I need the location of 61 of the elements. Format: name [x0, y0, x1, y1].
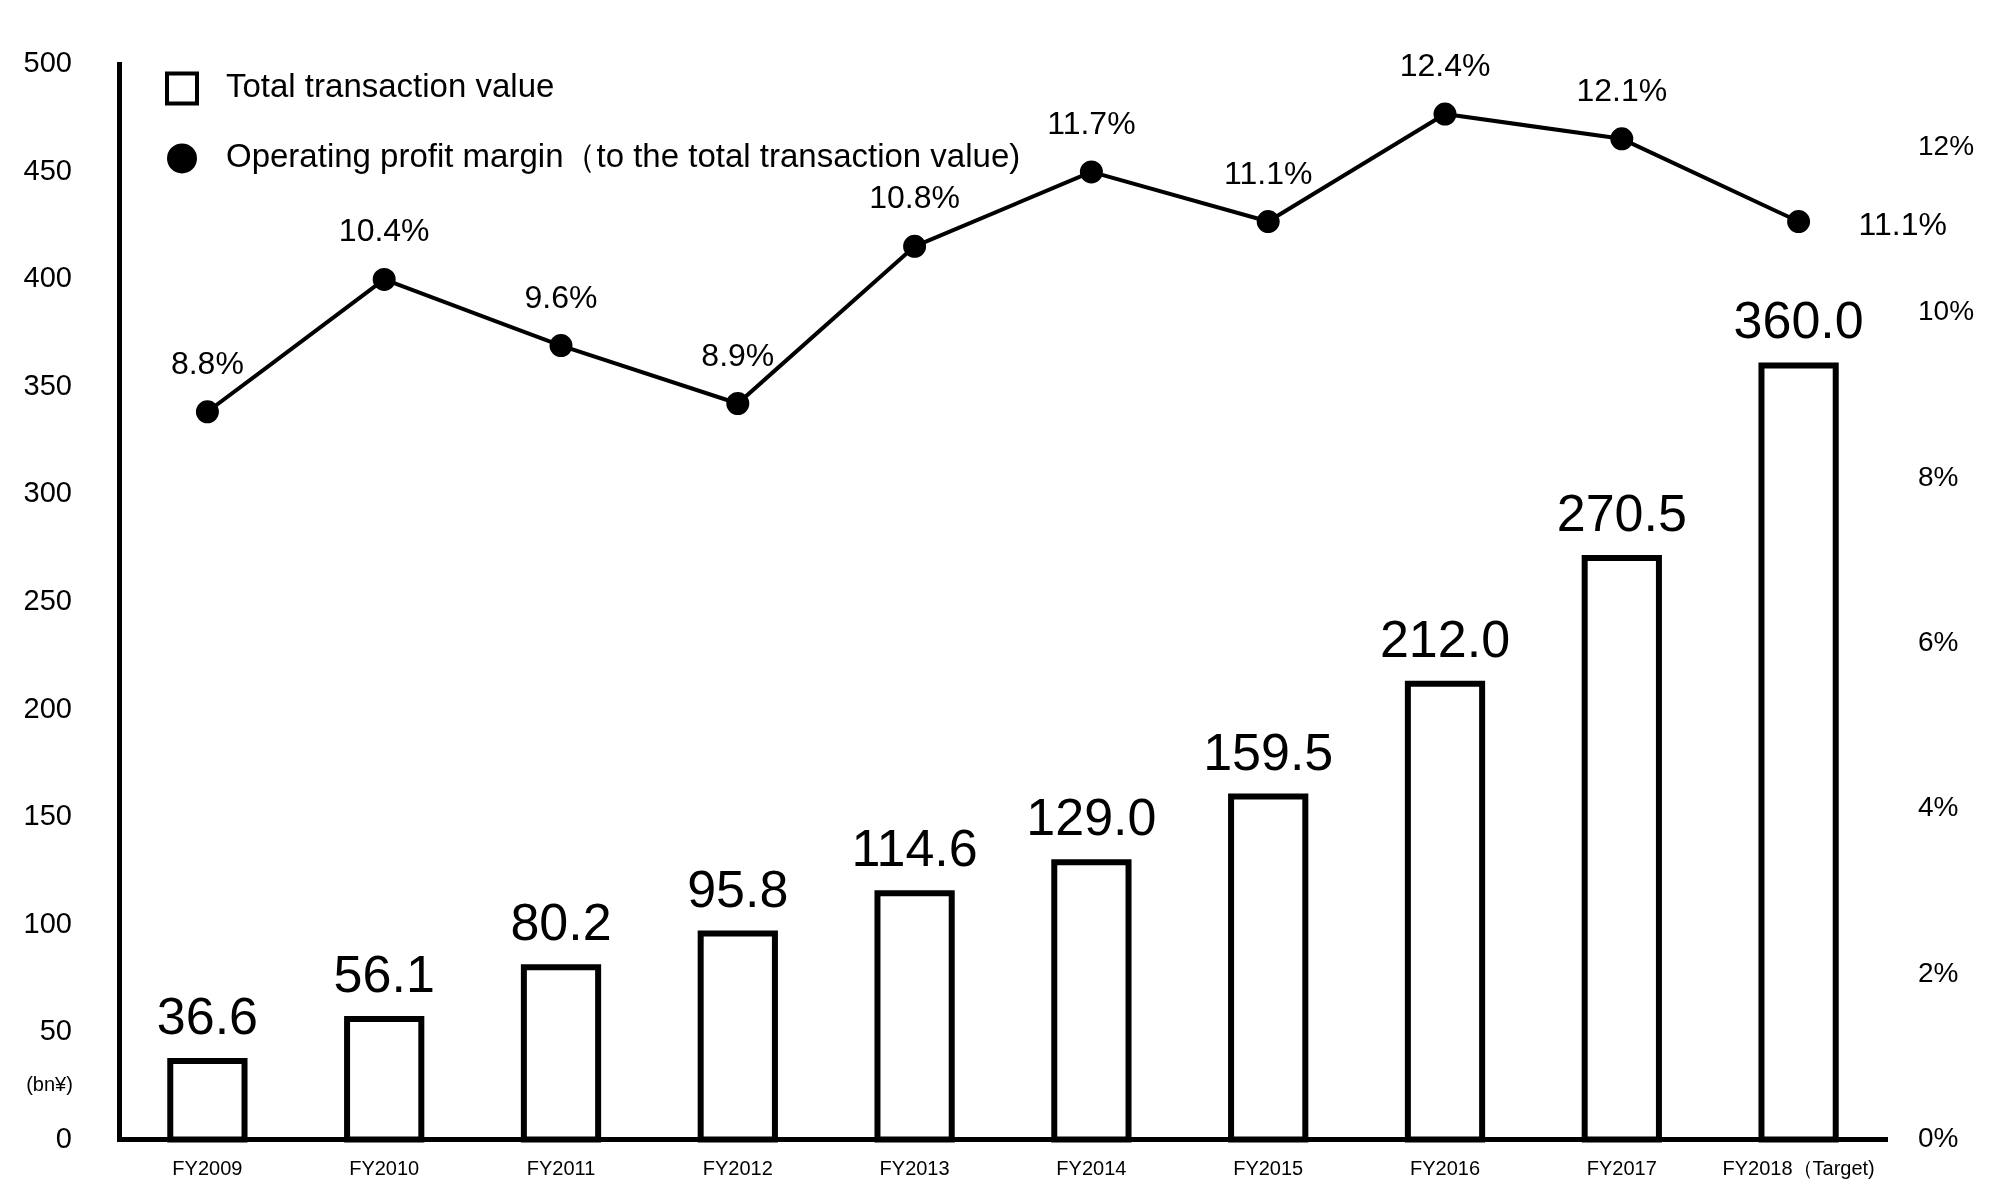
data-label: 95.8 — [687, 859, 789, 918]
y-tick-label: 400 — [23, 261, 72, 294]
y-tick-label: 100 — [23, 906, 72, 939]
x-tick-label: FY2015 — [1233, 1157, 1304, 1180]
x-tick-label: FY2018（Target) — [1722, 1157, 1875, 1180]
data-label: 114.6 — [851, 819, 978, 878]
data-label: 129.0 — [1026, 788, 1157, 847]
y-tick-label: 500 — [23, 46, 72, 79]
y2-tick-label: 0% — [1918, 1122, 1959, 1154]
data-label: 159.5 — [1203, 722, 1334, 781]
data-label: 56.1 — [333, 944, 435, 1003]
point — [1256, 210, 1280, 234]
point — [1787, 210, 1811, 234]
y2-tick-label: 10% — [1918, 295, 1975, 327]
x-tick-label: FY2013 — [879, 1157, 950, 1180]
point — [549, 334, 573, 358]
y2-tick-label: 12% — [1918, 129, 1975, 161]
data-label: 212.0 — [1379, 609, 1511, 668]
legend-label: Operating profit margin（to the total transaction value) — [226, 137, 1021, 175]
data-label: 11.1% — [1224, 154, 1313, 191]
y-tick-label: 300 — [23, 476, 72, 509]
point — [195, 400, 219, 424]
data-label: 360.0 — [1733, 291, 1864, 350]
data-label: 36.6 — [156, 986, 259, 1045]
data-label: 10.8% — [869, 179, 960, 216]
data-label: 10.4% — [338, 212, 430, 249]
point — [903, 234, 927, 258]
y2-tick-label: 8% — [1918, 460, 1959, 492]
x-tick-label: FY2016 — [1409, 1157, 1481, 1180]
data-label: 11.1% — [1858, 206, 1947, 243]
data-label: 8.9% — [701, 336, 775, 373]
x-tick-label: FY2014 — [1056, 1157, 1127, 1180]
y-tick-label: 50 — [39, 1014, 72, 1047]
x-tick-label: FY2012 — [702, 1157, 773, 1180]
data-label: 80.2 — [510, 893, 612, 952]
y2-tick-label: 6% — [1918, 626, 1959, 658]
y-tick-label: 150 — [23, 799, 72, 832]
y2-tick-label: 4% — [1918, 791, 1959, 823]
point — [726, 392, 750, 415]
point — [1079, 160, 1103, 184]
legend-label: Total transaction value — [226, 67, 555, 105]
data-label: 270.5 — [1556, 483, 1687, 542]
y-tick-label: 450 — [23, 153, 72, 186]
x-tick-label: FY2009 — [172, 1157, 243, 1180]
y-tick-label: 200 — [23, 691, 72, 724]
y-tick-label: 250 — [23, 584, 72, 616]
y-tick-label: 350 — [23, 368, 72, 401]
data-label: 12.1% — [1576, 71, 1668, 108]
x-tick-label: FY2010 — [349, 1157, 420, 1180]
x-tick-label: FY2011 — [526, 1157, 596, 1180]
data-label: 12.4% — [1399, 47, 1491, 84]
point — [1433, 102, 1457, 126]
data-label: 11.7% — [1047, 104, 1136, 141]
y-tick-label: 0 — [55, 1121, 72, 1154]
x-tick-label: FY2017 — [1586, 1157, 1657, 1180]
point — [1610, 127, 1634, 151]
data-label: 9.6% — [524, 278, 598, 315]
point — [372, 267, 396, 291]
y-axis-title: (bn¥) — [26, 1073, 73, 1096]
data-label: 8.8% — [170, 344, 244, 381]
y2-tick-label: 2% — [1918, 956, 1959, 988]
